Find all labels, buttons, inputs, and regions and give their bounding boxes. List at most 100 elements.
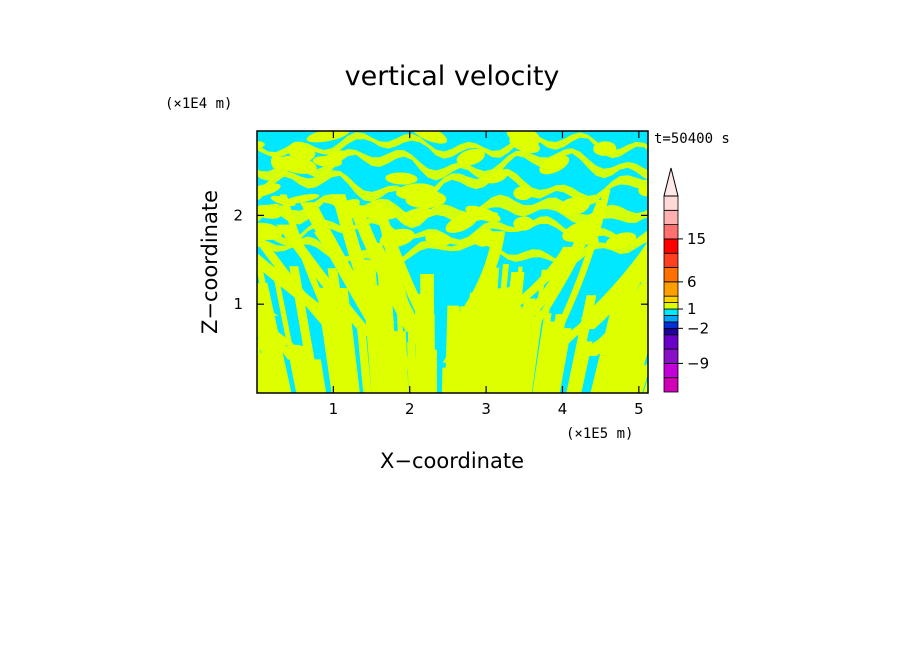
positive-band <box>488 246 576 321</box>
colorbar-segment <box>663 315 679 323</box>
positive-streak <box>375 367 382 393</box>
positive-patch <box>257 222 283 241</box>
positive-streak <box>257 383 260 393</box>
positive-band <box>364 242 428 339</box>
positive-streak <box>627 365 648 393</box>
positive-layer <box>257 235 648 267</box>
colorbar-segment <box>663 267 679 283</box>
x-axis: 1 2 3 4 5 <box>329 131 644 418</box>
positive-patch <box>312 156 343 168</box>
positive-layer <box>257 148 648 181</box>
positive-patch <box>379 228 415 248</box>
positive-band <box>442 238 503 363</box>
colorbar-segment <box>663 362 679 379</box>
colorbar-segment <box>663 209 679 226</box>
positive-band <box>597 314 648 354</box>
positive-band <box>257 238 347 341</box>
positive-band <box>331 194 397 361</box>
positive-patch <box>445 212 478 233</box>
y-axis: 12 <box>233 206 648 313</box>
positive-streak <box>491 263 509 393</box>
positive-patch <box>410 131 448 144</box>
time-label: t=50400 s <box>654 131 730 147</box>
x-tick-label: 1 <box>329 400 339 418</box>
colorbar-label: 6 <box>687 273 697 291</box>
colorbar-segment <box>663 238 679 254</box>
colorbar-segment <box>663 195 679 211</box>
positive-band <box>257 324 278 341</box>
colorbar-segment <box>663 308 679 316</box>
positive-patch <box>513 186 533 201</box>
positive-band <box>107 208 244 324</box>
x-tick-label: 2 <box>405 400 415 418</box>
y-tick-label: 2 <box>233 206 243 224</box>
x-scale-label: (×1E5 m) <box>566 426 633 442</box>
positive-band <box>622 313 648 335</box>
y-scale-label: (×1E4 m) <box>165 96 232 112</box>
positive-patch <box>270 154 285 171</box>
colorbar-segment <box>663 295 679 303</box>
positive-band <box>501 226 595 337</box>
positive-layer <box>257 132 648 159</box>
positive-band <box>620 303 648 325</box>
colorbar-segment <box>663 252 679 268</box>
positive-patch <box>456 148 485 166</box>
positive-patch <box>593 141 617 156</box>
x-tick-label: 5 <box>634 400 644 418</box>
positive-band <box>638 316 648 321</box>
positive-streak <box>414 357 422 393</box>
x-axis-label: X−coordinate <box>380 449 524 473</box>
positive-patch <box>425 232 452 246</box>
y-tick-label: 1 <box>233 295 243 313</box>
positive-streak <box>258 353 273 393</box>
positive-patch <box>473 228 495 247</box>
positive-patch <box>257 183 281 198</box>
positive-band <box>257 338 277 363</box>
positive-layer <box>257 194 648 229</box>
chart-title: vertical velocity <box>345 61 560 92</box>
colorbar-extend-arrow <box>663 167 679 197</box>
positive-patch <box>396 183 437 200</box>
colorbar-segment <box>663 334 679 350</box>
positive-band <box>276 224 376 337</box>
colorbar-segment <box>663 348 679 364</box>
positive-band <box>42 228 221 330</box>
positive-patch <box>559 197 590 216</box>
positive-patch <box>638 184 648 197</box>
positive-streak <box>643 377 648 393</box>
colorbar-segment <box>663 327 679 336</box>
positive-band <box>257 314 295 345</box>
colorbar-segment <box>663 281 679 297</box>
positive-patch <box>270 195 296 207</box>
colorbar-label: −2 <box>687 319 709 337</box>
y-axis-label: Z−coordinate <box>198 190 222 334</box>
positive-streak <box>475 293 489 393</box>
positive-patch <box>385 172 418 185</box>
colorbar-segment <box>663 377 679 393</box>
x-tick-label: 3 <box>481 400 491 418</box>
x-tick-label: 4 <box>558 400 568 418</box>
colorbar-segment <box>663 224 679 240</box>
positive-patch <box>399 207 432 224</box>
positive-streak <box>421 314 436 393</box>
positive-patch <box>335 200 371 219</box>
colorbar-label: −9 <box>687 354 709 372</box>
positive-patch <box>292 148 316 163</box>
positive-patch <box>513 216 535 231</box>
positive-patch <box>539 155 570 175</box>
positive-layer <box>257 168 648 206</box>
positive-streak <box>637 358 648 393</box>
colorbar-segment <box>663 302 679 310</box>
velocity-field <box>42 131 648 393</box>
positive-patch <box>562 220 597 242</box>
positive-patch <box>605 232 637 250</box>
colorbar-label: 1 <box>687 300 697 318</box>
positive-streak <box>257 285 282 393</box>
colorbar-label: 15 <box>687 230 706 248</box>
colorbar-segment <box>663 321 679 329</box>
positive-patch <box>486 171 508 184</box>
positive-layer <box>257 216 648 246</box>
positive-streak <box>257 384 260 393</box>
plot-frame <box>256 130 649 394</box>
